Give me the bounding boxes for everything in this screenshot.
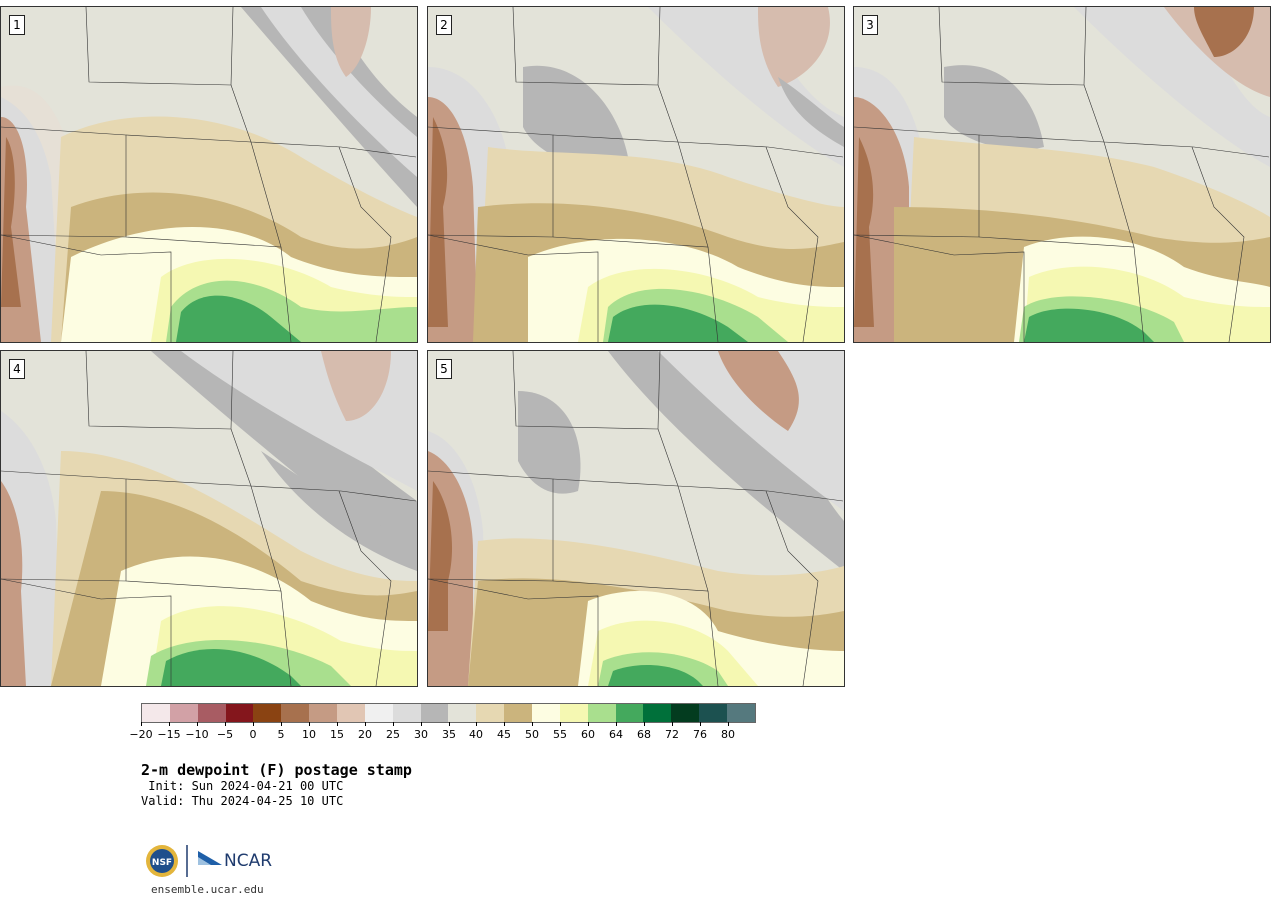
stamp-panel-5: 5: [427, 350, 845, 687]
colorbar-swatch: [225, 704, 254, 722]
colorbar-tick-mark: [197, 722, 198, 726]
colorbar-tick-label: 60: [581, 728, 595, 741]
dewpoint-map-2: [428, 7, 844, 342]
colorbar-tick-mark: [504, 722, 505, 726]
colorbar-tick-label: 68: [637, 728, 651, 741]
colorbar-tick-mark: [672, 722, 673, 726]
colorbar-tick-label: −5: [216, 728, 234, 741]
colorbar-tick-mark: [393, 722, 394, 726]
colorbar-tick-mark: [616, 722, 617, 726]
colorbar-tick-mark: [588, 722, 589, 726]
colorbar-swatch: [197, 704, 226, 722]
dewpoint-map-1: [1, 7, 417, 342]
colorbar-tick-mark: [281, 722, 282, 726]
colorbar-tick-mark: [421, 722, 422, 726]
colorbar-swatch: [364, 704, 393, 722]
colorbar-tick-mark: [141, 722, 142, 726]
colorbar-tick-mark: [309, 722, 310, 726]
dewpoint-map-4: [1, 351, 417, 686]
colorbar-swatch: [643, 704, 672, 722]
colorbar-ticks: −20 −15 −10 −5 0 5 10 15 20 25 30 35 40 45 50 55 60 64 68 7…: [129, 722, 756, 746]
colorbar-swatch: [532, 704, 560, 722]
colorbar-swatch: [559, 704, 588, 722]
stamp-panel-3: 3: [853, 6, 1271, 343]
colorbar-tick-label: 10: [302, 728, 316, 741]
colorbar-tick-label: −15: [157, 728, 181, 741]
colorbar-tick-label: 45: [497, 728, 511, 741]
colorbar-tick-label: 55: [553, 728, 567, 741]
init-time: Init: Sun 2024-04-21 00 UTC: [141, 779, 344, 793]
colorbar-swatch: [699, 704, 728, 722]
colorbar-swatch: [671, 704, 700, 722]
colorbar-swatch: [281, 704, 310, 722]
colorbar-tick-mark: [476, 722, 477, 726]
ncar-logo-text: NCAR: [224, 851, 272, 871]
colorbar-swatch: [253, 704, 282, 722]
colorbar-swatch: [169, 704, 198, 722]
colorbar-tick-label: −20: [129, 728, 153, 741]
plot-title: 2-m dewpoint (F) postage stamp: [141, 761, 412, 779]
colorbar-tick-mark: [728, 722, 729, 726]
colorbar-tick-label: 64: [609, 728, 623, 741]
colorbar-tick-label: 15: [330, 728, 344, 741]
colorbar-tick-label: 25: [386, 728, 400, 741]
colorbar-swatch: [448, 704, 477, 722]
colorbar-tick-mark: [700, 722, 701, 726]
colorbar-swatch: [309, 704, 338, 722]
colorbar-tick-label: 0: [249, 728, 257, 741]
colorbar-tick-mark: [253, 722, 254, 726]
dewpoint-map-5: [428, 351, 844, 686]
colorbar-tick-mark: [560, 722, 561, 726]
colorbar-tick-label: 80: [721, 728, 735, 741]
colorbar-tick-label: 76: [693, 728, 707, 741]
stamp-panel-4: 4: [0, 350, 418, 687]
panel-number: 5: [436, 359, 452, 379]
website-label: ensemble.ucar.edu: [151, 883, 264, 896]
colorbar-swatch: [420, 704, 449, 722]
colorbar-swatch: [476, 704, 505, 722]
colorbar-tick-label: −10: [185, 728, 209, 741]
colorbar-tick-label: 30: [414, 728, 428, 741]
stamp-panel-2: 2: [427, 6, 845, 343]
colorbar-tick-mark: [337, 722, 338, 726]
colorbar-tick-label: 35: [442, 728, 456, 741]
colorbar-tick-label: 50: [525, 728, 539, 741]
colorbar-swatch: [337, 704, 365, 722]
colorbar-swatch: [615, 704, 644, 722]
panel-number: 3: [862, 15, 878, 35]
panel-number: 2: [436, 15, 452, 35]
stamp-panel-1: 1: [0, 6, 418, 343]
colorbar-swatch: [727, 704, 755, 722]
colorbar-tick-label: 72: [665, 728, 679, 741]
colorbar-swatch: [392, 704, 421, 722]
colorbar-tick-mark: [532, 722, 533, 726]
nsf-ncar-logo: NSF NCAR: [145, 843, 275, 881]
valid-time: Valid: Thu 2024-04-25 10 UTC: [141, 794, 344, 808]
colorbar: [141, 703, 756, 723]
colorbar-swatch: [504, 704, 533, 722]
colorbar-swatch: [587, 704, 616, 722]
nsf-logo-text: NSF: [152, 858, 172, 868]
colorbar-tick-mark: [644, 722, 645, 726]
colorbar-tick-mark: [169, 722, 170, 726]
dewpoint-map-3: [854, 7, 1270, 342]
colorbar-swatch: [142, 704, 170, 722]
colorbar-tick-mark: [449, 722, 450, 726]
panel-number: 1: [9, 15, 25, 35]
colorbar-tick-mark: [225, 722, 226, 726]
colorbar-tick-label: 40: [469, 728, 483, 741]
colorbar-tick-label: 20: [358, 728, 372, 741]
colorbar-tick-label: 5: [277, 728, 285, 741]
colorbar-tick-mark: [365, 722, 366, 726]
panel-number: 4: [9, 359, 25, 379]
